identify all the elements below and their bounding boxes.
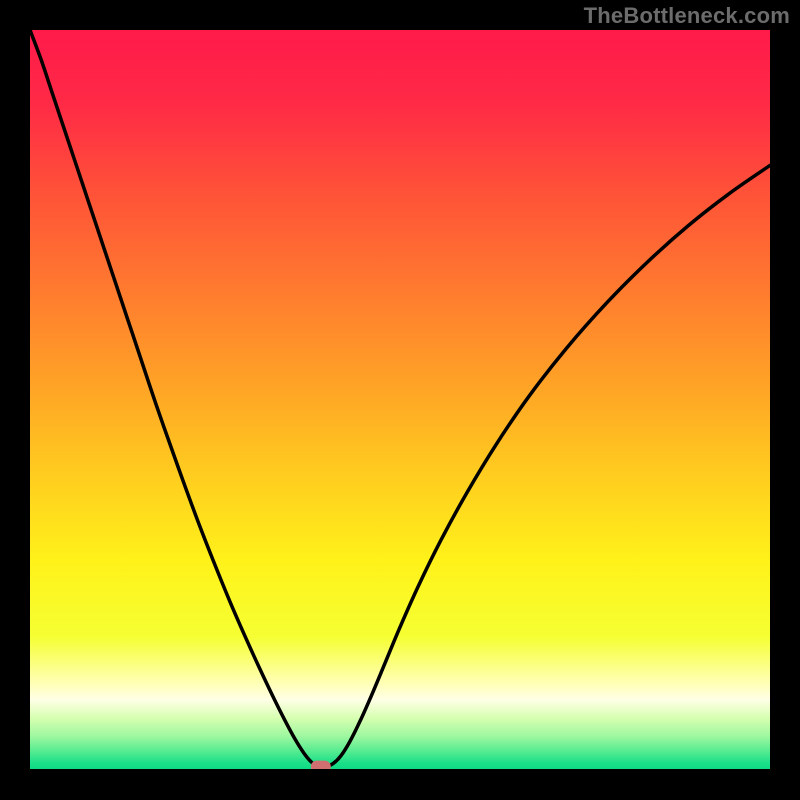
bottom-border bbox=[30, 769, 770, 775]
bottleneck-chart bbox=[0, 0, 800, 800]
watermark-text: TheBottleneck.com bbox=[584, 3, 790, 29]
plot-background bbox=[30, 30, 770, 770]
